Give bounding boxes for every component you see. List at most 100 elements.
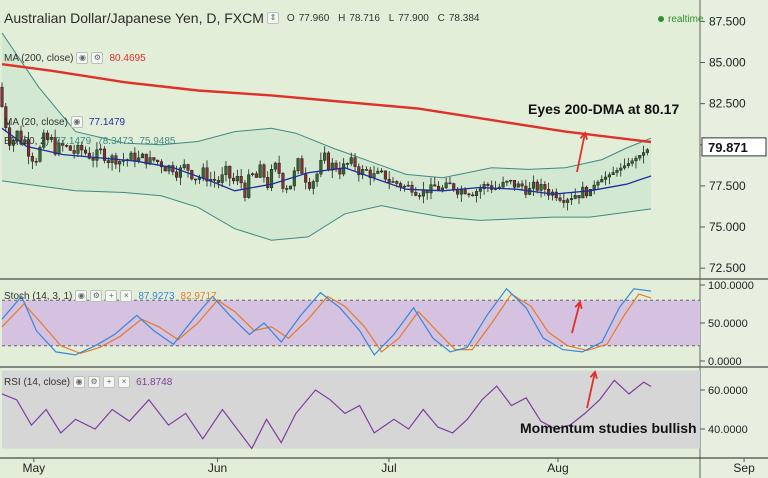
eye-icon[interactable]: ◉ (70, 116, 83, 128)
candle-body (46, 132, 50, 140)
time-axis-label: Aug (547, 461, 568, 475)
candle-body (611, 172, 615, 175)
bb-legend[interactable]: BB (20, 2) 77.1479 78.3473 75.9485 (4, 136, 176, 147)
settings-icon[interactable]: ⚙ (88, 376, 101, 388)
annotation-arrow-head (574, 300, 583, 310)
candle-body (300, 158, 304, 174)
ma200-label: MA (200, close) (4, 52, 74, 64)
candle-body (140, 153, 145, 159)
candle-body (581, 186, 585, 199)
candle-body (311, 181, 315, 189)
rsi-value: 61.8748 (136, 376, 173, 388)
rsi-axis-label: 60.0000 (708, 385, 748, 397)
candle-body (323, 152, 327, 161)
annotation-arrow-head (579, 131, 588, 140)
annotation-dma: Eyes 200-DMA at 80.17 (528, 101, 680, 117)
stoch-d-line (1, 293, 652, 355)
low-label: L (388, 12, 395, 24)
candle-body (102, 148, 107, 161)
stoch-axis-label: 100.0000 (708, 280, 754, 292)
price-axis-label: 72.500 (709, 261, 746, 275)
realtime-badge: realtime (658, 14, 704, 25)
candle-body (235, 176, 239, 182)
bb-upper-line (1, 32, 652, 179)
add-icon[interactable]: + (103, 376, 116, 388)
candle-body (319, 160, 323, 175)
candle-body (49, 137, 53, 140)
candle-body (99, 148, 103, 151)
candle-body (478, 188, 482, 192)
high-value: 78.716 (349, 12, 380, 24)
candle-body (34, 160, 38, 163)
candle-body (547, 188, 551, 196)
ma20-label: MA (20, close) (4, 116, 68, 128)
candle-body (304, 173, 308, 183)
candle-body (269, 169, 274, 188)
candle-body (182, 164, 186, 169)
settings-icon[interactable]: ⚙ (90, 290, 103, 302)
candle-body (414, 191, 418, 196)
candle-body (452, 183, 456, 190)
price-axis-label: 75.000 (709, 220, 746, 234)
candle-body (315, 173, 319, 182)
candle-body (607, 174, 611, 178)
candle-body (535, 181, 539, 191)
rsi-label: RSI (14, close) (4, 376, 71, 388)
eye-icon[interactable]: ◉ (76, 52, 89, 64)
candle-body (380, 170, 384, 173)
candle-body (42, 132, 46, 148)
candle-body (395, 181, 399, 184)
candle-body (8, 127, 12, 146)
candle-body (80, 145, 84, 151)
close-icon[interactable]: × (120, 290, 133, 302)
realtime-label: realtime (668, 14, 704, 25)
add-icon[interactable]: + (105, 290, 118, 302)
candle-body (330, 162, 334, 171)
candle-body (421, 189, 425, 197)
rsi-legend[interactable]: RSI (14, close) ◉ ⚙ + × 61.8748 (4, 376, 172, 388)
candle-body (406, 184, 410, 187)
candle-body (554, 191, 558, 199)
candle-body (615, 169, 619, 173)
candle-body (118, 161, 122, 165)
chart-header: Australian Dollar/Japanese Yen, D, FXCM … (4, 8, 479, 28)
candle-body (232, 177, 236, 182)
candle-body (167, 165, 171, 172)
eye-icon[interactable]: ◉ (73, 376, 86, 388)
candle-body (501, 182, 505, 188)
settings-icon[interactable]: ⚙ (91, 52, 104, 64)
candle-body (349, 157, 353, 164)
close-label: C (437, 12, 445, 24)
stoch-axis-label: 0.0000 (708, 356, 742, 368)
price-axis-label: 87.500 (709, 14, 746, 28)
candle-body (296, 158, 300, 172)
annotation-arrow (571, 301, 581, 334)
candle-body (76, 145, 80, 154)
candle-body (505, 180, 509, 183)
eye-icon[interactable]: ◉ (75, 290, 88, 302)
annotation-arrow-head (589, 370, 598, 379)
close-icon[interactable]: × (118, 376, 131, 388)
candle-body (592, 184, 596, 190)
ma20-legend[interactable]: MA (20, close) ◉ 77.1479 (4, 116, 125, 128)
toggle-icon[interactable]: ⇕ (266, 12, 279, 24)
candle-body (175, 171, 179, 178)
candle-body (106, 160, 110, 163)
rsi-axis-label: 40.0000 (708, 424, 748, 436)
ma200-legend[interactable]: MA (200, close) ◉ ⚙ 80.4695 (4, 52, 146, 64)
candle-body (619, 167, 623, 171)
last-price-badge: 79.871 (708, 140, 748, 155)
bb-upper-value: 78.3473 (97, 136, 134, 147)
candle-body (444, 182, 448, 189)
candle-body (91, 158, 95, 161)
candle-body (539, 184, 543, 191)
stoch-legend[interactable]: Stoch (14, 3, 1) ◉ ⚙ + × 87.9273 82.9717 (4, 290, 217, 302)
rsi-line (1, 379, 652, 450)
candle-body (68, 145, 72, 151)
candle-body (4, 106, 8, 128)
candle-body (588, 189, 592, 197)
stoch-k-line (1, 287, 652, 356)
candle-body (448, 182, 452, 185)
open-value: 77.960 (298, 12, 330, 24)
